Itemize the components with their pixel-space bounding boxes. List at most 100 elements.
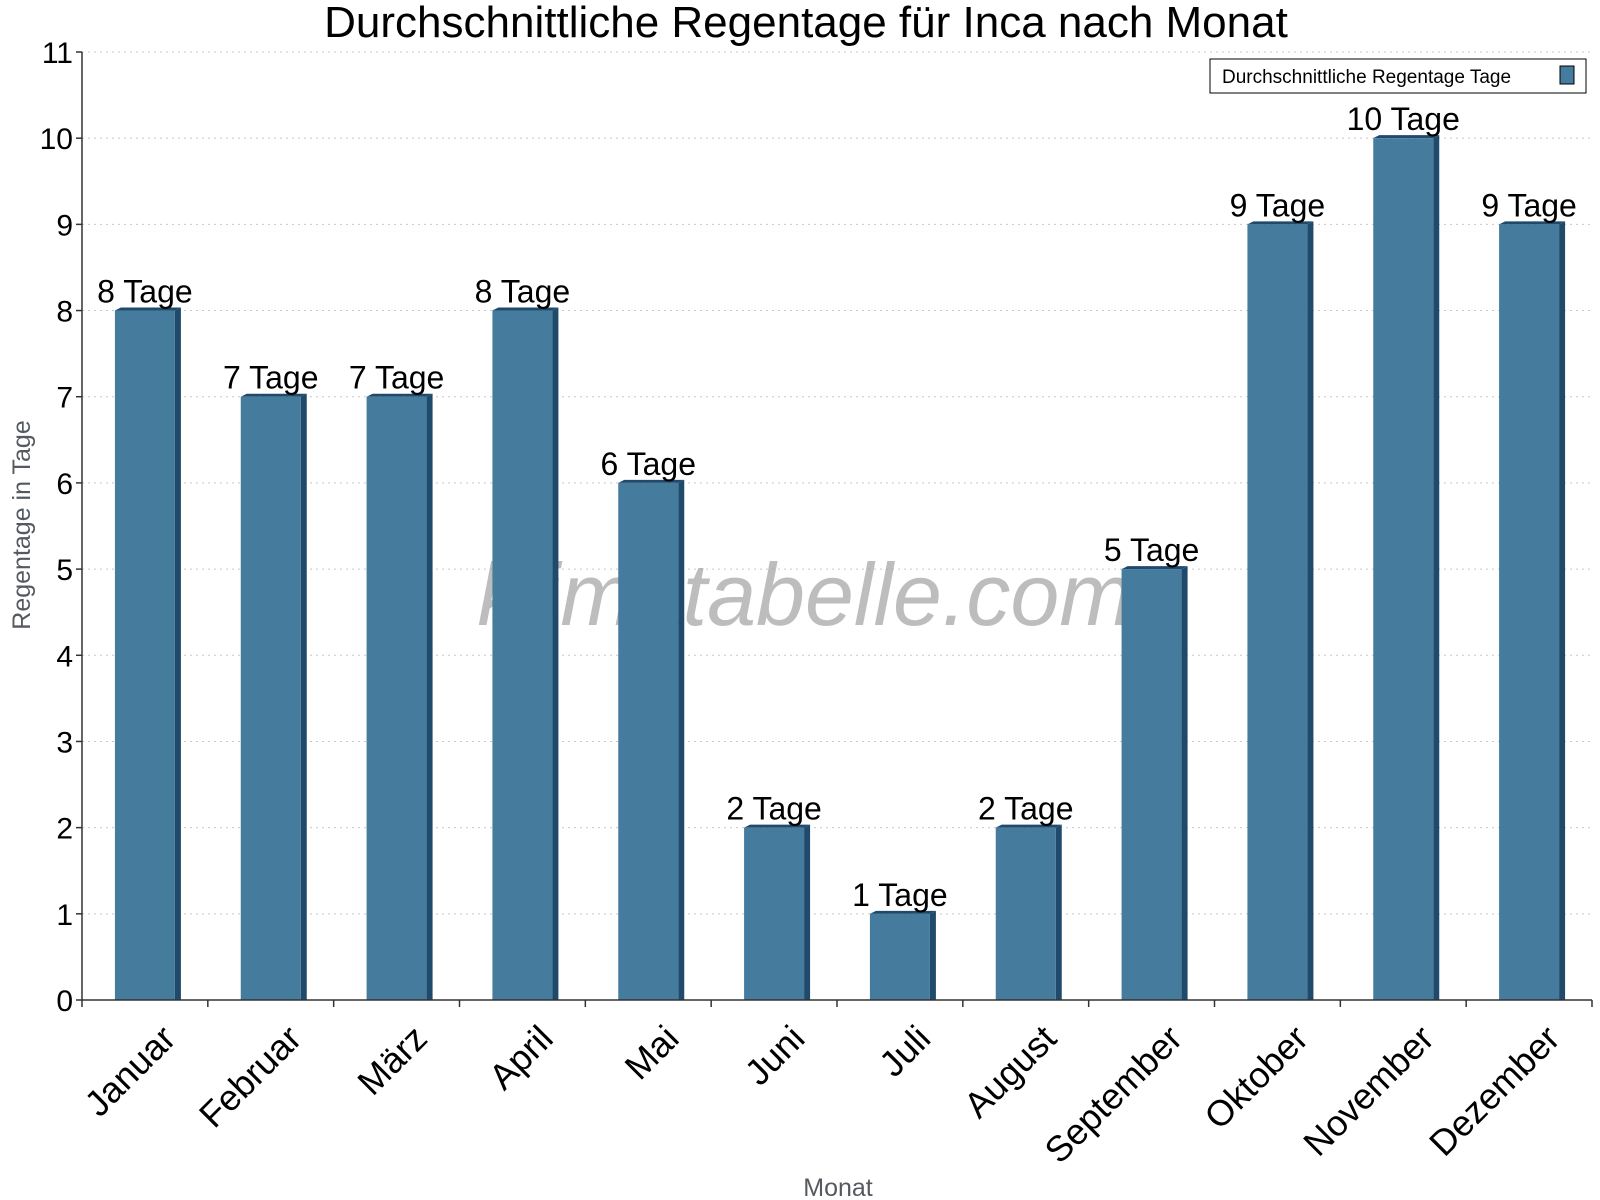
bar [618, 479, 685, 1001]
data-label: 2 Tage [726, 791, 822, 827]
bar-side [300, 393, 307, 1000]
bar [1121, 566, 1188, 1000]
grid-lines [82, 51, 1592, 915]
bar-top [366, 393, 433, 397]
bar-top [744, 824, 811, 828]
bar [1373, 135, 1440, 1000]
data-label: 8 Tage [97, 274, 193, 310]
bar-face [240, 396, 301, 1000]
bar [1247, 221, 1314, 1000]
x-axis-label: Monat [803, 1174, 873, 1200]
x-tick-label: April [481, 1017, 561, 1097]
bar [995, 824, 1062, 1000]
bar-face [618, 482, 679, 1001]
bar-top [1499, 221, 1566, 225]
bar-side [678, 479, 685, 1001]
bar-side [426, 393, 433, 1000]
watermark-text: klimatabelle.com [477, 545, 1132, 644]
y-tick-label: 6 [56, 468, 73, 501]
data-label: 10 Tage [1347, 101, 1460, 137]
y-axis-ticks: 0 1 2 3 4 5 6 7 8 9 10 11 [40, 37, 82, 1018]
bar-side [1433, 135, 1440, 1000]
bar-side [1307, 221, 1314, 1000]
legend-label: Durchschnittliche Regentage Tage [1222, 67, 1511, 88]
x-tick-label: Juni [737, 1017, 813, 1093]
bar-top [869, 910, 936, 914]
bar-top [1373, 135, 1440, 139]
bar [114, 307, 181, 1001]
axes [81, 52, 1592, 1001]
chart-title: Durchschnittliche Regentage für Inca nac… [324, 0, 1288, 47]
bar-face [1121, 569, 1182, 1000]
y-tick-label: 3 [56, 726, 73, 759]
y-tick-label: 2 [56, 813, 73, 846]
bar-face [1373, 138, 1434, 1000]
legend-swatch [1559, 65, 1575, 85]
data-label: 7 Tage [349, 360, 445, 396]
x-tick-label: Mai [617, 1017, 687, 1087]
x-tick-label: September [1036, 1017, 1190, 1171]
x-tick-label: August [956, 1017, 1064, 1125]
bar-top [618, 479, 685, 483]
bar-top [995, 824, 1062, 828]
y-tick-label: 7 [56, 382, 73, 415]
bar-face [114, 310, 175, 1001]
bar-side [552, 307, 559, 1001]
y-tick-label: 4 [56, 640, 73, 673]
y-tick-label: 9 [56, 209, 73, 242]
bar-top [492, 307, 559, 311]
x-tick-label: November [1295, 1017, 1441, 1163]
bar [366, 393, 433, 1000]
bar-face [1247, 224, 1308, 1000]
bar-side [174, 307, 181, 1001]
bars [114, 135, 1566, 1001]
x-tick-label: Oktober [1196, 1017, 1316, 1137]
bar-side [929, 910, 936, 1000]
y-tick-label: 8 [56, 296, 73, 329]
watermark-layer: klimatabelle.com [477, 545, 1132, 644]
x-tick-label: Februar [191, 1017, 309, 1135]
data-labels: 8 Tage 7 Tage 7 Tage 8 Tage 6 Tage 2 Tage 1 Ta… [97, 101, 1577, 913]
legend-box [1209, 58, 1587, 94]
x-tick-label: Dezember [1421, 1017, 1567, 1163]
data-label: 5 Tage [1104, 532, 1200, 568]
y-tick-label: 5 [56, 554, 73, 587]
data-label: 8 Tage [475, 274, 571, 310]
bar-top [1121, 566, 1188, 570]
bar [869, 910, 936, 1000]
y-axis-label: Regentage in Tage [8, 420, 36, 629]
y-tick-label: 10 [40, 123, 73, 156]
y-tick-label: 0 [56, 985, 73, 1018]
bar-face [366, 396, 427, 1000]
bar-top [1247, 221, 1314, 225]
bar-face [744, 827, 805, 1000]
x-tick-label: Januar [76, 1017, 183, 1124]
bar-face [1499, 224, 1560, 1000]
bar-side [804, 824, 811, 1000]
x-tick-label: März [349, 1017, 435, 1103]
bar [492, 307, 559, 1001]
bar-side [1055, 824, 1062, 1000]
y-tick-label: 1 [56, 899, 73, 932]
data-label: 9 Tage [1230, 187, 1326, 223]
x-tick-label: Juli [871, 1017, 938, 1084]
data-label: 2 Tage [978, 791, 1074, 827]
x-axis-ticks: Januar Februar März April Mai Juni Juli AugustS… [76, 1000, 1593, 1171]
data-label: 7 Tage [223, 360, 319, 396]
bar-face [492, 310, 553, 1001]
y-tick-label: 11 [42, 37, 73, 70]
bar-top [114, 307, 181, 311]
bar [240, 393, 307, 1000]
bar [1499, 221, 1566, 1000]
bar-side [1181, 566, 1188, 1000]
bar-face [995, 827, 1056, 1000]
legend: Durchschnittliche Regentage Tage [1209, 58, 1587, 94]
bar [744, 824, 811, 1000]
bar-face [869, 913, 930, 1000]
data-label: 1 Tage [852, 877, 948, 913]
bar-side [1559, 221, 1566, 1000]
data-label: 9 Tage [1481, 187, 1577, 223]
bar-top [240, 393, 307, 397]
data-label: 6 Tage [601, 446, 697, 482]
